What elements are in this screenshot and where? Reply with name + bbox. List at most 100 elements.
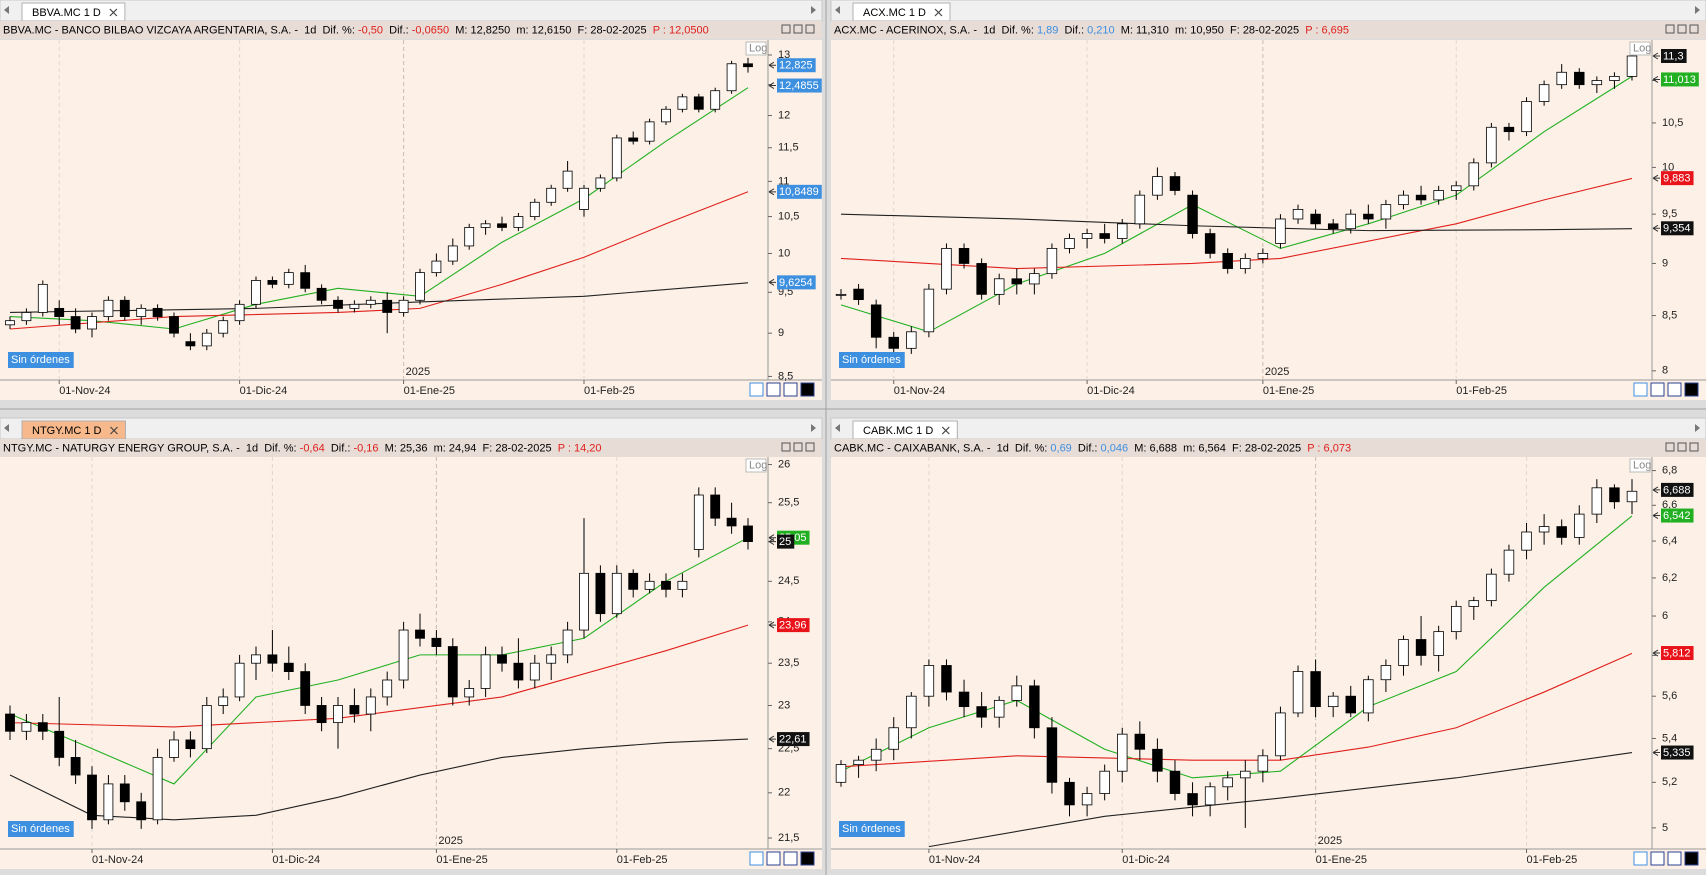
y-tick-label: 6,8 xyxy=(1662,464,1677,476)
window-button[interactable] xyxy=(1689,442,1699,452)
y-tick-label: 8,5 xyxy=(1662,309,1677,321)
candle-body xyxy=(870,304,882,338)
log-button-label[interactable]: Log xyxy=(749,42,767,54)
log-button-label[interactable]: Log xyxy=(1633,459,1651,471)
toolbar-icon[interactable] xyxy=(1633,851,1648,866)
candle-body xyxy=(870,748,882,761)
tab-label[interactable]: BBVA.MC 1 D xyxy=(32,7,101,19)
orders-button-label[interactable]: Sin órdenes xyxy=(11,823,70,835)
candle-body xyxy=(152,307,163,317)
candle-body xyxy=(1081,793,1093,806)
tab-close[interactable] xyxy=(934,8,943,17)
tab-close[interactable] xyxy=(109,8,118,17)
toolbar-icon[interactable] xyxy=(766,382,781,397)
log-button[interactable] xyxy=(1629,41,1651,56)
candle-body xyxy=(595,177,606,189)
candle-body xyxy=(201,332,212,347)
toolbar-icon[interactable] xyxy=(766,851,781,866)
x-tick-label: 01-Feb-25 xyxy=(584,385,635,397)
log-button[interactable] xyxy=(745,41,767,56)
orders-button[interactable] xyxy=(839,821,905,837)
window-button[interactable] xyxy=(1665,24,1675,34)
toolbar-icon[interactable] xyxy=(1650,382,1665,397)
y-tick-label: 26 xyxy=(778,458,790,470)
tab-label[interactable]: ACX.MC 1 D xyxy=(863,7,926,19)
header-part: 0,69 xyxy=(1050,442,1071,454)
window-button[interactable] xyxy=(781,24,791,34)
scroll-left[interactable] xyxy=(835,424,840,432)
candle-body xyxy=(185,739,196,750)
toolbar-icon[interactable] xyxy=(1650,851,1665,866)
marker-label: 10,8489 xyxy=(779,186,819,198)
window-button[interactable] xyxy=(805,24,815,34)
toolbar-icon[interactable] xyxy=(1633,382,1648,397)
marker-label: 22,61 xyxy=(779,733,807,745)
toolbar-icon[interactable] xyxy=(800,851,815,866)
scroll-right[interactable] xyxy=(1695,424,1700,432)
orders-button-label[interactable]: Sin órdenes xyxy=(842,354,901,366)
window-button[interactable] xyxy=(1677,442,1687,452)
toolbar-icon[interactable] xyxy=(783,382,798,397)
candle-body xyxy=(1363,679,1374,714)
toolbar-icon[interactable] xyxy=(1667,382,1682,397)
toolbar-icon[interactable] xyxy=(1667,851,1682,866)
window-button[interactable] xyxy=(1689,24,1699,34)
marker-box xyxy=(777,275,816,290)
window-button[interactable] xyxy=(1677,24,1687,34)
toolbar-icon[interactable] xyxy=(749,382,764,397)
candle-body xyxy=(283,662,294,672)
scroll-left[interactable] xyxy=(4,424,9,432)
orders-button-label[interactable]: Sin órdenes xyxy=(842,823,901,835)
header-part: NTGY.MC - NATURGY ENERGY GROUP, S.A. - 1… xyxy=(3,442,300,454)
candle-body xyxy=(87,774,97,821)
header-text: CABK.MC - CAIXABANK, S.A. - 1d Dif. %: 0… xyxy=(834,442,1351,454)
log-button-label[interactable]: Log xyxy=(1633,42,1651,54)
marker-box xyxy=(1661,171,1694,186)
candle-body xyxy=(251,280,261,305)
candle-body xyxy=(497,654,507,664)
candle-body xyxy=(1450,185,1462,191)
log-button[interactable] xyxy=(745,458,767,473)
scroll-right[interactable] xyxy=(811,6,816,14)
window-button[interactable] xyxy=(793,442,803,452)
candle-body xyxy=(447,245,458,262)
candle-body xyxy=(283,272,294,285)
orders-button[interactable] xyxy=(8,821,74,837)
y-tick-label: 10,5 xyxy=(1662,117,1683,129)
orders-button[interactable] xyxy=(839,352,905,368)
y-tick-label: 10 xyxy=(1662,161,1674,173)
log-button-label[interactable]: Log xyxy=(749,459,767,471)
toolbar-icon[interactable] xyxy=(1684,382,1699,397)
orders-button[interactable] xyxy=(8,352,74,368)
scroll-left[interactable] xyxy=(835,6,840,14)
scroll-left[interactable] xyxy=(4,6,9,14)
tab-label[interactable]: NTGY.MC 1 D xyxy=(32,425,102,437)
candle-body xyxy=(382,679,393,698)
header-part: P : 6,695 xyxy=(1305,24,1349,36)
log-button[interactable] xyxy=(1629,458,1651,473)
toolbar-icon[interactable] xyxy=(800,382,815,397)
y-tick-label: 21,5 xyxy=(778,832,799,844)
header-part: BBVA.MC - BANCO BILBAO VIZCAYA ARGENTARI… xyxy=(3,24,358,36)
window-button[interactable] xyxy=(781,442,791,452)
x-tick-label: 01-Nov-24 xyxy=(92,854,143,866)
window-button[interactable] xyxy=(793,24,803,34)
tab-label[interactable]: CABK.MC 1 D xyxy=(863,425,933,437)
tab-close[interactable] xyxy=(110,426,118,435)
toolbar-icon[interactable] xyxy=(1684,851,1699,866)
window-button[interactable] xyxy=(805,442,815,452)
scroll-right[interactable] xyxy=(1695,6,1700,14)
window-button[interactable] xyxy=(1665,442,1675,452)
header-part: M: 11,310 m: 10,950 F: 28-02-2025 xyxy=(1115,24,1306,36)
scroll-right[interactable] xyxy=(811,424,816,432)
tab-close[interactable] xyxy=(941,426,950,435)
header-part: Dif.: xyxy=(325,442,354,454)
orders-button-label[interactable]: Sin órdenes xyxy=(11,354,70,366)
toolbar-icon[interactable] xyxy=(783,851,798,866)
y-tick-label: 6,6 xyxy=(1662,499,1677,511)
marker-arrow xyxy=(1652,649,1660,657)
moving-average-line xyxy=(9,738,749,821)
candle-body xyxy=(1503,126,1515,133)
x-tick-label: 01-Ene-25 xyxy=(1316,854,1367,866)
toolbar-icon[interactable] xyxy=(749,851,764,866)
